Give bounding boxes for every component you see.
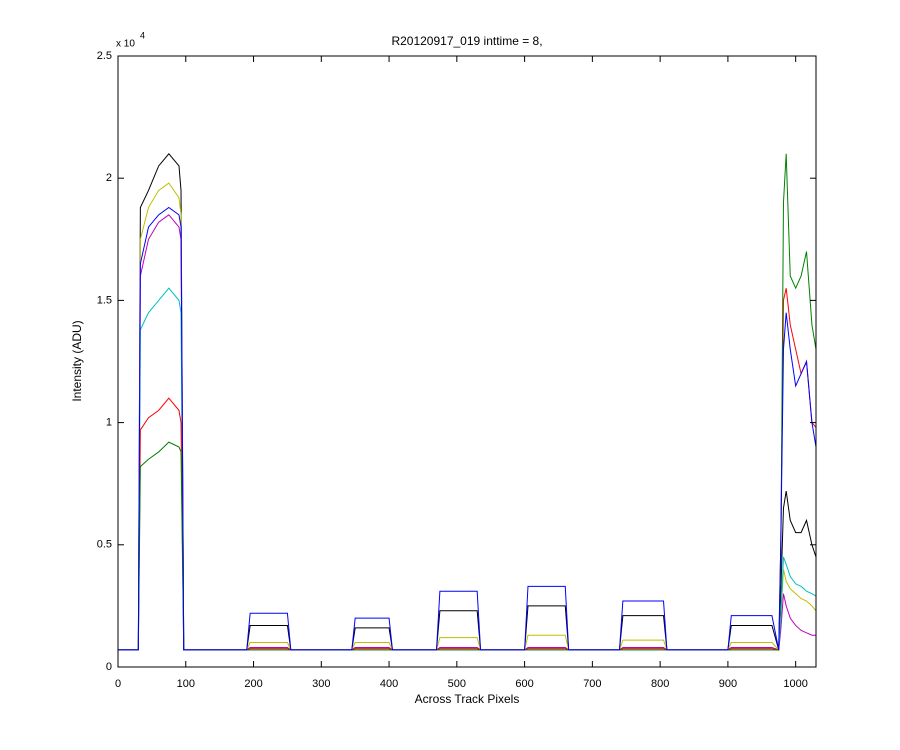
y-tick-label: 1.5 [97, 294, 112, 306]
x-tick-label: 200 [244, 678, 262, 690]
y-tick-label: 0.5 [97, 539, 112, 551]
x-tick-label: 600 [515, 678, 533, 690]
x-axis-label: Across Track Pixels [415, 692, 520, 706]
chart-title: R20120917_019 inttime = 8, [391, 34, 542, 48]
axes-box [117, 55, 817, 668]
y-axis-label: Intensity (ADU) [70, 320, 84, 401]
x-tick-label: 0 [115, 678, 121, 690]
x-tick-label: 700 [583, 678, 601, 690]
data-line [118, 206, 817, 651]
x-tick-label: 100 [177, 678, 195, 690]
y-tick-label: 1 [106, 417, 112, 429]
y-tick-label: 2 [106, 172, 112, 184]
x-tick-label: 300 [312, 678, 330, 690]
x-tick-label: 400 [380, 678, 398, 690]
y-multiplier-exponent: 4 [140, 30, 145, 40]
x-tick-label: 1000 [783, 678, 807, 690]
y-multiplier: x 10 [116, 39, 135, 50]
x-tick-label: 500 [448, 678, 466, 690]
y-tick-label: 2.5 [97, 50, 112, 62]
x-tick-label: 900 [719, 678, 737, 690]
y-tick-label: 0 [106, 661, 112, 673]
x-tick-label: 800 [651, 678, 669, 690]
